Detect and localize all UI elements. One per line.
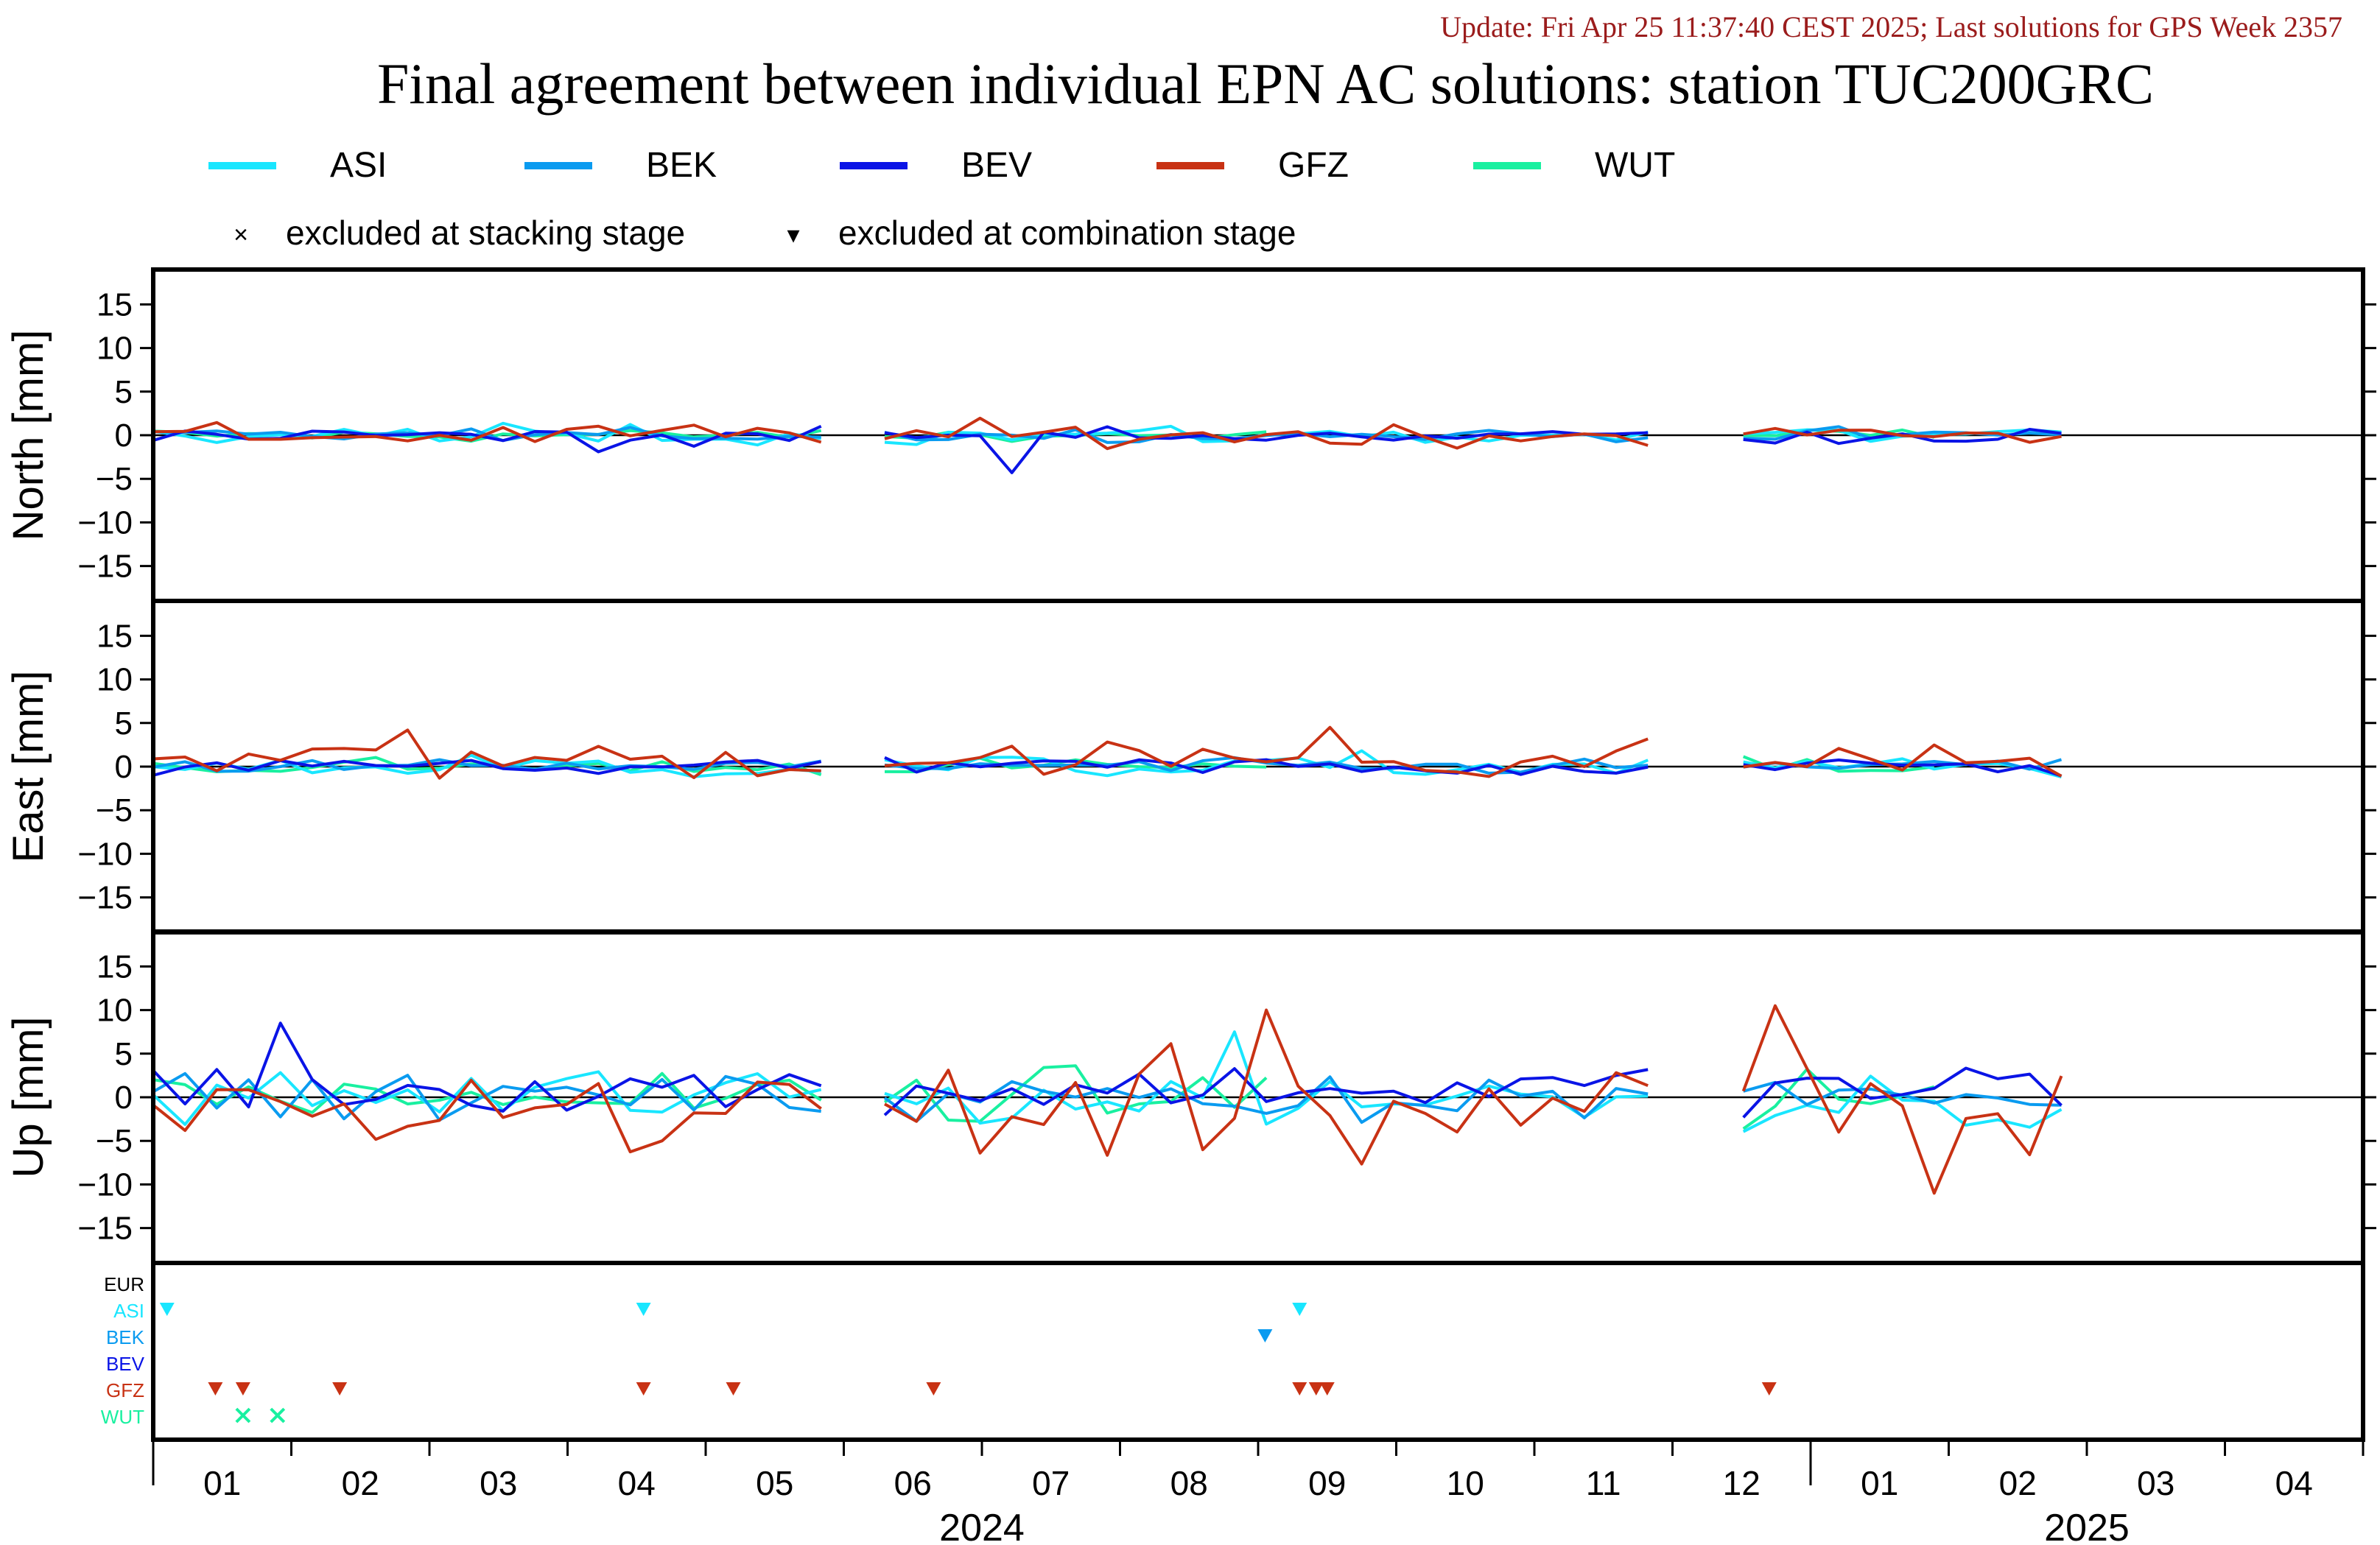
- ytick-label: 5: [115, 705, 133, 742]
- exclusion-marker-gfz: [208, 1382, 223, 1396]
- month-tick-label: 05: [756, 1464, 793, 1502]
- ytick-label: 15: [96, 286, 133, 323]
- ytick-label: −15: [77, 549, 133, 585]
- panel-east: 15 10 5 0 −5 −10 −15 East [mm]: [4, 599, 2376, 935]
- ylabel: North [mm]: [4, 330, 52, 541]
- ytick-label: 15: [96, 618, 133, 654]
- month-tick-label: 03: [2137, 1464, 2174, 1502]
- exclusion-row-label-wut: WUT: [101, 1406, 144, 1428]
- exclusion-row-label-bev: BEV: [106, 1353, 145, 1375]
- ytick-label: 15: [96, 949, 133, 985]
- legend-label-wut: WUT: [1595, 146, 1675, 185]
- ytick-label: −5: [96, 461, 133, 497]
- exclusion-marker-gfz: [332, 1382, 348, 1396]
- series-line-gfz: [152, 416, 2062, 451]
- exclusion-marker-wut: [270, 1407, 286, 1423]
- month-tick-label: 07: [1032, 1464, 1070, 1502]
- exclusion-marker-gfz: [235, 1382, 250, 1396]
- month-tick-label: 12: [1723, 1464, 1761, 1502]
- exclusion-marker-gfz: [1308, 1382, 1324, 1396]
- stacking-label: excluded at stacking stage: [286, 214, 685, 252]
- series-line-gfz: [152, 725, 2063, 780]
- month-tick-label: 08: [1170, 1464, 1208, 1502]
- exclusion-marker-asi: [159, 1303, 175, 1316]
- exclusion-panel: EUR ASI BEK BEV GFZ WUT: [101, 1261, 2365, 1442]
- time-axis: 01 02 03 04 05 06 07 08 09 10 11 12 01 02 03 04 2024 2025: [152, 1440, 2365, 1545]
- combination-label: excluded at combination stage: [838, 214, 1296, 252]
- exclusion-marker-gfz: [926, 1382, 941, 1396]
- ytick-label: −15: [77, 1211, 133, 1247]
- legend-label-bev: BEV: [961, 146, 1032, 185]
- ytick-label: −10: [77, 504, 133, 541]
- month-tick-label: 11: [1586, 1464, 1621, 1502]
- exclusion-marker-gfz: [636, 1382, 651, 1396]
- month-tick-label: 06: [894, 1464, 932, 1502]
- ytick-label: −5: [96, 1123, 133, 1159]
- ytick-label: 0: [115, 1080, 133, 1116]
- ylabel: Up [mm]: [4, 1016, 52, 1178]
- exclusion-row-label-asi: ASI: [113, 1300, 144, 1322]
- month-tick-label: 09: [1308, 1464, 1346, 1502]
- exclusion-marker-gfz: [726, 1382, 741, 1396]
- exclusion-marker-gfz: [1761, 1382, 1777, 1396]
- ytick-label: −5: [96, 792, 133, 828]
- exclusion-marker-gfz: [1319, 1382, 1335, 1396]
- legend-label-bek: BEK: [646, 146, 717, 185]
- month-tick-label: 03: [480, 1464, 517, 1502]
- ytick-label: −10: [77, 836, 133, 872]
- panel-north: 15 10 5 0 −5 −10 −15 North [mm]: [4, 267, 2376, 603]
- ytick-label: −15: [77, 880, 133, 916]
- ytick-label: −10: [77, 1166, 133, 1203]
- exclusion-row-label-eur: EUR: [104, 1273, 144, 1295]
- stacking-symbol: ×: [234, 221, 248, 249]
- ytick-label: 10: [96, 331, 133, 367]
- panel-up: 15 10 5 0 −5 −10 −15 Up [mm]: [4, 929, 2376, 1265]
- month-tick-label: 01: [1861, 1464, 1898, 1502]
- exclusion-marker-asi: [636, 1303, 651, 1316]
- month-tick-label: 01: [203, 1464, 241, 1502]
- year-label: 2025: [2044, 1507, 2130, 1545]
- ytick-label: 0: [115, 418, 133, 454]
- chart-title: Final agreement between individual EPN A…: [377, 52, 2154, 116]
- plot-panels: 15 10 5 0 −5 −10 −15 North [mm] 15 10 5 0 −5 −10 −15 Ea…: [4, 267, 2376, 1265]
- ylabel: East [mm]: [4, 670, 52, 862]
- year-label: 2024: [939, 1507, 1025, 1545]
- month-tick-label: 10: [1447, 1464, 1484, 1502]
- combination-symbol: ▾: [787, 221, 799, 249]
- ytick-label: 0: [115, 749, 133, 785]
- month-tick-label: 02: [342, 1464, 379, 1502]
- exclusion-marker-gfz: [1292, 1382, 1307, 1396]
- series-line-bev: [152, 1021, 2063, 1119]
- legend-label-gfz: GFZ: [1278, 146, 1349, 185]
- series-line-gfz: [152, 1004, 2063, 1195]
- legend-label-asi: ASI: [330, 146, 387, 185]
- month-tick-label: 04: [2275, 1464, 2313, 1502]
- update-timestamp: Update: Fri Apr 25 11:37:40 CEST 2025; L…: [1440, 10, 2342, 43]
- exclusion-marker-wut: [235, 1407, 251, 1423]
- ytick-label: 10: [96, 662, 133, 698]
- month-tick-label: 04: [618, 1464, 656, 1502]
- exclusion-marker-bek: [1257, 1329, 1273, 1342]
- legend: ASI BEK BEV GFZ WUT × excluded at stacking sta…: [208, 146, 1675, 252]
- exclusion-frame: [151, 1261, 2365, 1442]
- month-tick-label: 02: [1999, 1464, 2037, 1502]
- exclusion-row-label-bek: BEK: [106, 1326, 145, 1348]
- exclusion-row-label-gfz: GFZ: [106, 1379, 144, 1401]
- exclusion-marker-asi: [1292, 1303, 1307, 1316]
- ytick-label: 10: [96, 993, 133, 1029]
- ytick-label: 5: [115, 1036, 133, 1072]
- ytick-label: 5: [115, 374, 133, 410]
